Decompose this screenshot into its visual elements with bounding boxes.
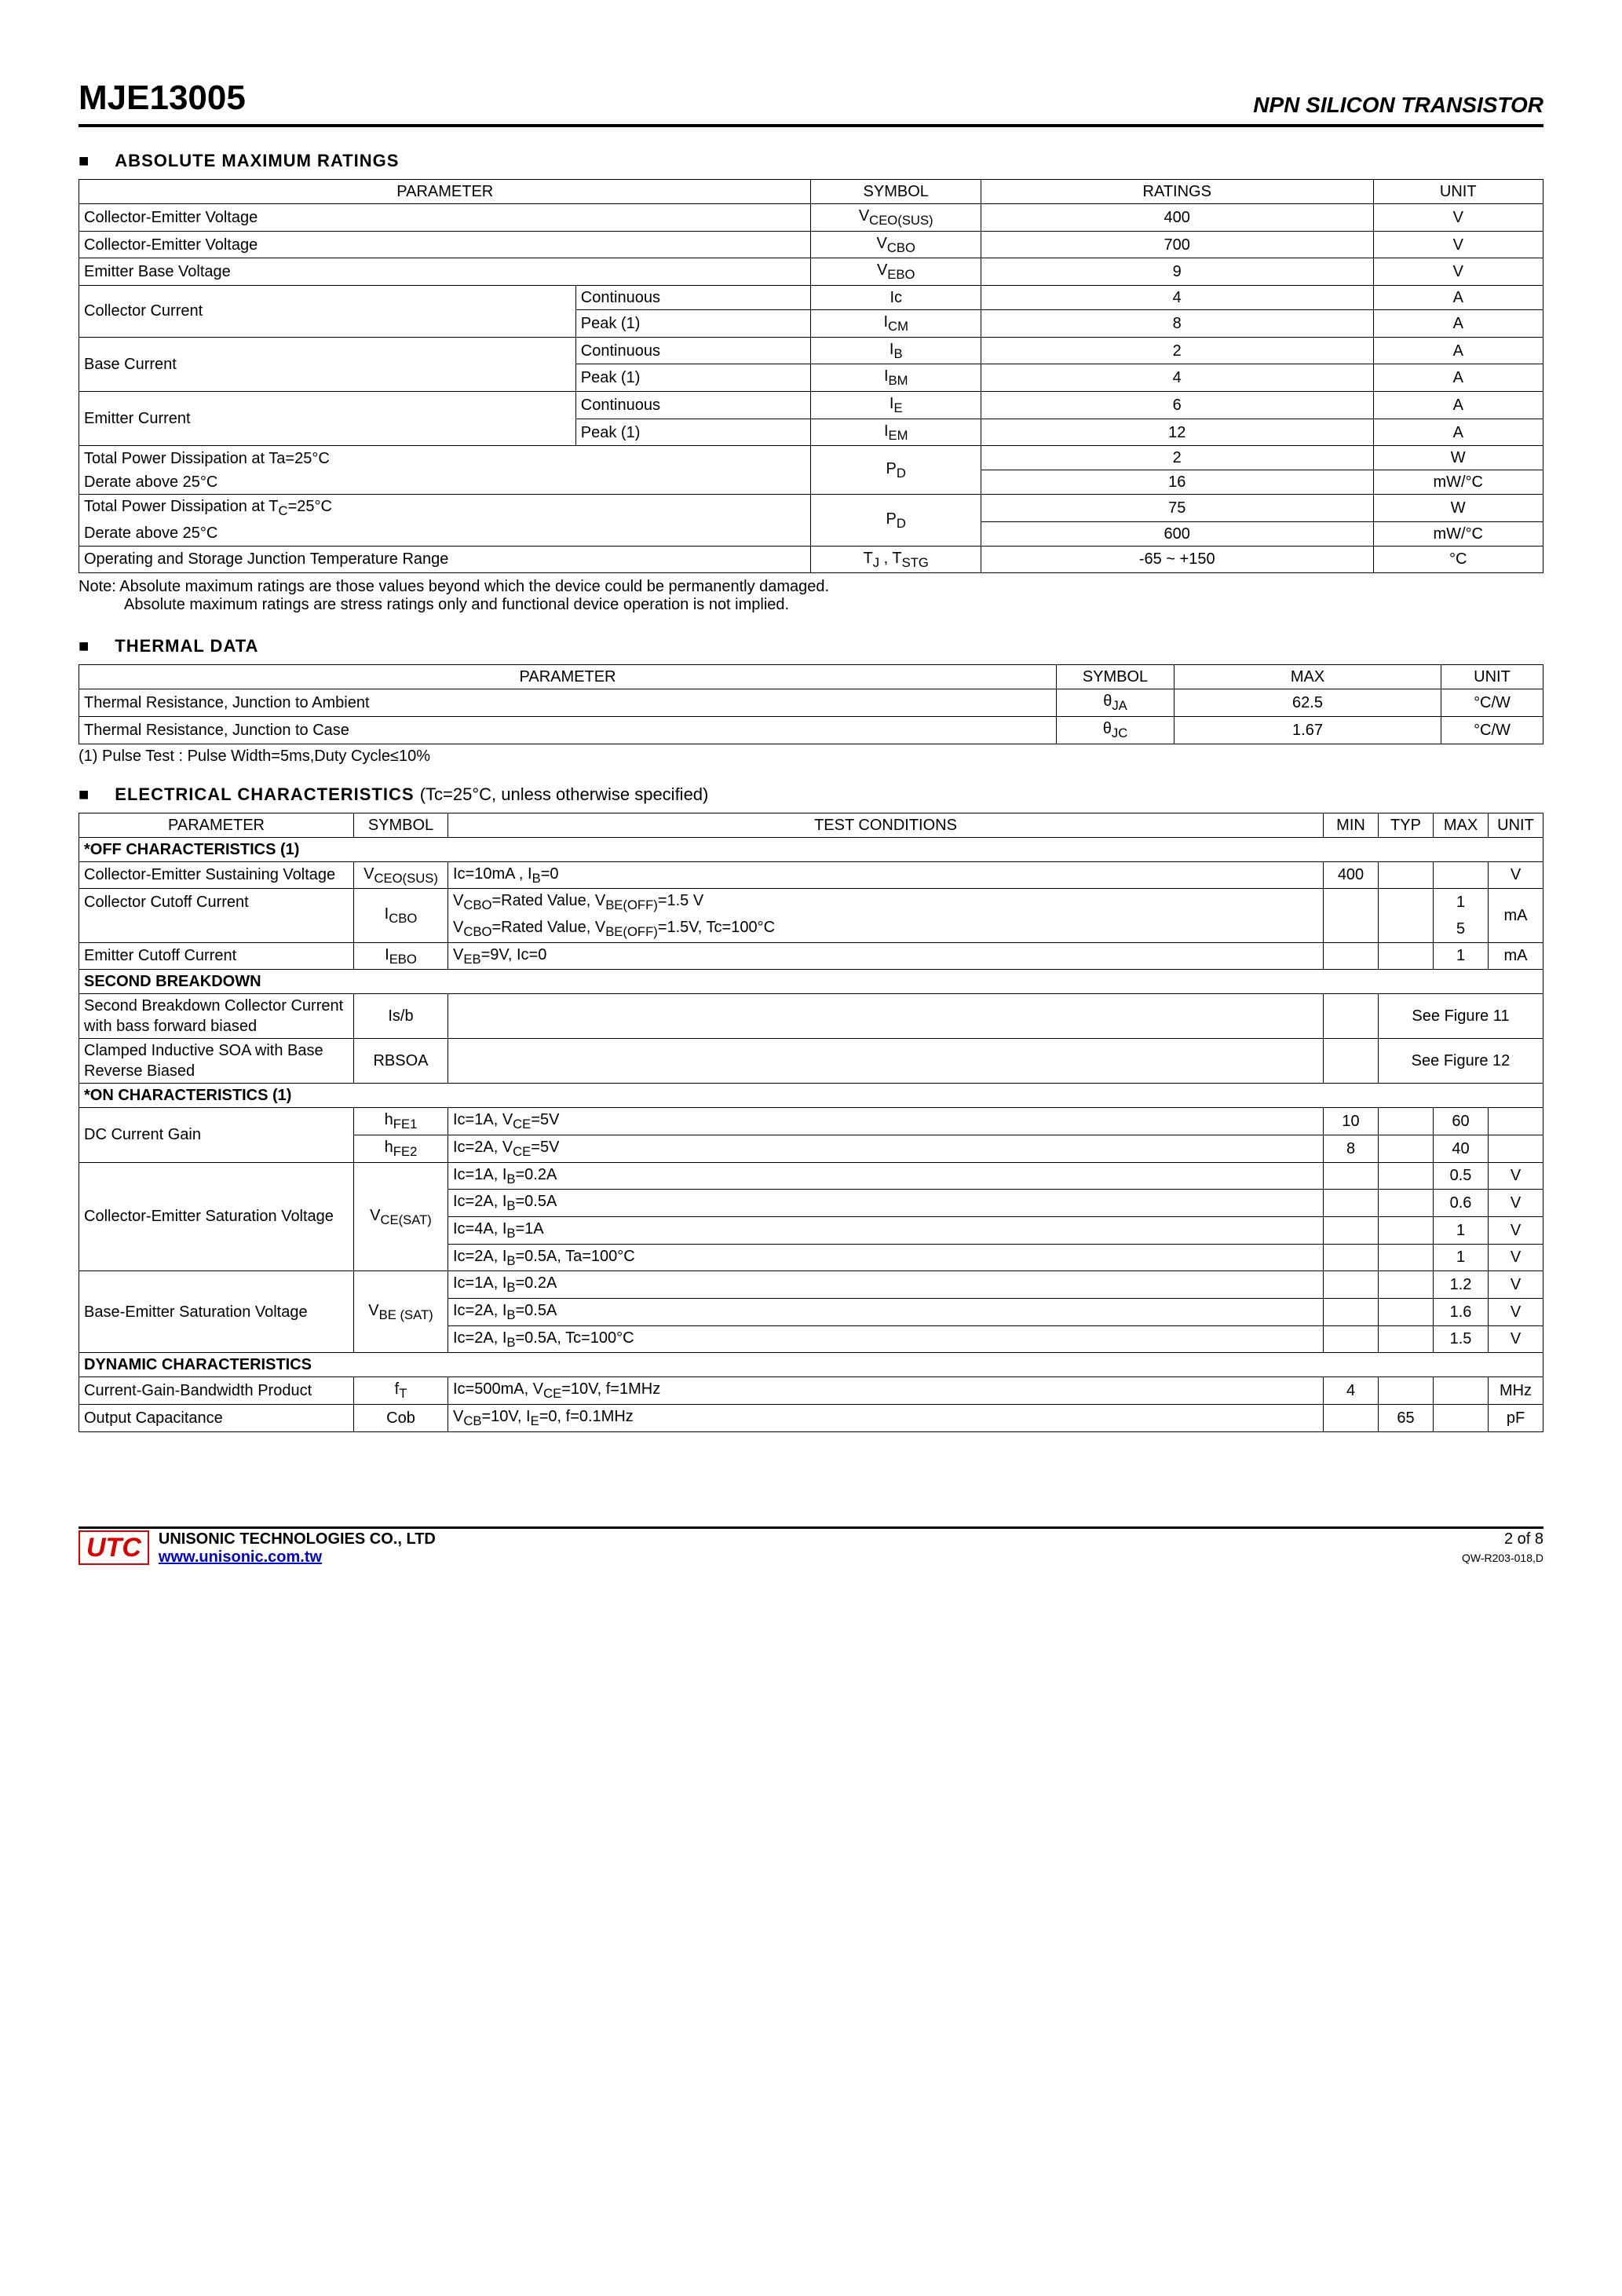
subsection-row: *ON CHARACTERISTICS (1) xyxy=(79,1084,1543,1108)
company-url-link[interactable]: www.unisonic.com.tw xyxy=(159,1548,322,1566)
company-name: UNISONIC TECHNOLOGIES CO., LTD xyxy=(159,1530,436,1548)
el-h-typ: TYP xyxy=(1379,813,1434,837)
thermal-table: PARAMETER SYMBOL MAX UNIT Thermal Resist… xyxy=(79,664,1543,744)
el-h-parameter: PARAMETER xyxy=(79,813,354,837)
table-row: Base CurrentContinuousIB2A xyxy=(79,337,1543,364)
table-row: VCBO=Rated Value, VBE(OFF)=1.5V, Tc=100°… xyxy=(79,916,1543,942)
doc-number: QW-R203-018,D xyxy=(1462,1552,1543,1564)
amr-table: PARAMETER SYMBOL RATINGS UNIT Collector-… xyxy=(79,179,1543,573)
elec-title: ■ ELECTRICAL CHARACTERISTICS (Tc=25°C, u… xyxy=(79,784,1543,805)
amr-h-ratings: RATINGS xyxy=(981,180,1373,204)
table-row: Clamped Inductive SOA with Base Reverse … xyxy=(79,1039,1543,1084)
table-row: Base-Emitter Saturation VoltageVBE (SAT)… xyxy=(79,1271,1543,1299)
table-row: DC Current GainhFE1Ic=1A, VCE=5V1060 xyxy=(79,1108,1543,1135)
part-type: NPN SILICON TRANSISTOR xyxy=(1253,93,1543,118)
table-row: Emitter CurrentContinuousIE6A xyxy=(79,392,1543,419)
amr-note: Note: Absolute maximum ratings are those… xyxy=(79,578,1543,614)
el-h-min: MIN xyxy=(1324,813,1379,837)
table-row: Collector CurrentContinuousIc4A xyxy=(79,286,1543,310)
bullet-icon: ■ xyxy=(79,151,90,171)
table-row: Thermal Resistance, Junction to CaseθJC1… xyxy=(79,716,1543,744)
el-h-max: MAX xyxy=(1434,813,1489,837)
th-h-unit: UNIT xyxy=(1441,665,1543,689)
thermal-title: ■ THERMAL DATA xyxy=(79,636,1543,656)
subsection-row: DYNAMIC CHARACTERISTICS xyxy=(79,1353,1543,1377)
el-h-symbol: SYMBOL xyxy=(354,813,448,837)
pulse-note: (1) Pulse Test : Pulse Width=5ms,Duty Cy… xyxy=(79,748,1543,766)
table-row: Collector-Emitter Sustaining VoltageVCEO… xyxy=(79,861,1543,889)
amr-h-unit: UNIT xyxy=(1373,180,1543,204)
table-row: Collector-Emitter VoltageVCEO(SUS)400V xyxy=(79,204,1543,232)
table-row: Collector-Emitter VoltageVCBO700V xyxy=(79,231,1543,258)
el-h-test: TEST CONDITIONS xyxy=(448,813,1324,837)
table-row: Collector Cutoff CurrentICBOVCBO=Rated V… xyxy=(79,889,1543,916)
th-h-max: MAX xyxy=(1174,665,1441,689)
footer-left: UTC UNISONIC TECHNOLOGIES CO., LTD www.u… xyxy=(79,1530,436,1567)
el-h-unit: UNIT xyxy=(1489,813,1543,837)
amr-h-symbol: SYMBOL xyxy=(811,180,981,204)
bullet-icon: ■ xyxy=(79,784,90,805)
table-row: Thermal Resistance, Junction to Ambientθ… xyxy=(79,689,1543,717)
table-row: Collector-Emitter Saturation VoltageVCE(… xyxy=(79,1162,1543,1190)
elec-table: PARAMETER SYMBOL TEST CONDITIONS MIN TYP… xyxy=(79,813,1543,1432)
th-h-parameter: PARAMETER xyxy=(79,665,1057,689)
page-header: MJE13005 NPN SILICON TRANSISTOR xyxy=(79,79,1543,127)
table-row: Second Breakdown Collector Current with … xyxy=(79,994,1543,1039)
table-row: Total Power Dissipation at Ta=25°CPD2W xyxy=(79,446,1543,470)
footer-right: 2 of 8 QW-R203-018,D xyxy=(1462,1530,1543,1564)
utc-logo: UTC xyxy=(79,1530,149,1566)
page-footer: UTC UNISONIC TECHNOLOGIES CO., LTD www.u… xyxy=(79,1526,1543,1567)
bullet-icon: ■ xyxy=(79,636,90,656)
amr-h-parameter: PARAMETER xyxy=(79,180,811,204)
amr-title: ■ ABSOLUTE MAXIMUM RATINGS xyxy=(79,151,1543,171)
page-number: 2 of 8 xyxy=(1462,1530,1543,1548)
table-row: Emitter Base VoltageVEBO9V xyxy=(79,258,1543,286)
table-row: Current-Gain-Bandwidth ProductfTIc=500mA… xyxy=(79,1377,1543,1405)
table-row: Output CapacitanceCobVCB=10V, IE=0, f=0.… xyxy=(79,1404,1543,1431)
table-row: Emitter Cutoff CurrentIEBOVEB=9V, Ic=01m… xyxy=(79,942,1543,970)
table-row: Operating and Storage Junction Temperatu… xyxy=(79,546,1543,573)
table-row: Total Power Dissipation at TC=25°CPD75W xyxy=(79,495,1543,521)
subsection-row: SECOND BREAKDOWN xyxy=(79,970,1543,994)
part-number: MJE13005 xyxy=(79,79,246,118)
th-h-symbol: SYMBOL xyxy=(1057,665,1174,689)
subsection-row: *OFF CHARACTERISTICS (1) xyxy=(79,837,1543,861)
